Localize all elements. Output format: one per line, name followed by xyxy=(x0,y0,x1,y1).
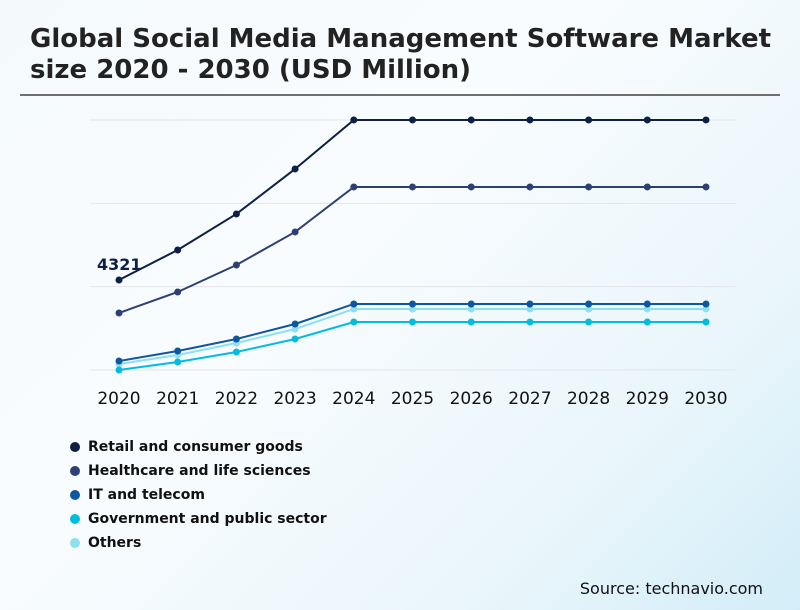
data-point xyxy=(350,183,358,191)
data-point xyxy=(702,116,710,124)
data-point xyxy=(643,183,651,191)
x-tick-label: 2020 xyxy=(97,389,140,409)
data-point xyxy=(174,246,182,254)
data-point xyxy=(526,305,534,313)
data-point xyxy=(115,276,123,284)
x-tick-label: 2027 xyxy=(508,389,551,409)
data-point xyxy=(350,305,358,313)
legend-marker-icon xyxy=(70,442,80,452)
data-point xyxy=(409,300,416,308)
x-tick-label: 2025 xyxy=(391,389,434,409)
data-point xyxy=(409,305,416,313)
data-point xyxy=(350,116,358,124)
x-tick-label: 2021 xyxy=(156,389,199,409)
data-point xyxy=(467,305,475,313)
data-point xyxy=(291,335,299,343)
data-point xyxy=(350,300,358,308)
data-point xyxy=(115,309,123,317)
data-point xyxy=(174,358,182,366)
legend-item: Government and public sector xyxy=(70,507,327,531)
data-point xyxy=(702,300,710,308)
legend: Retail and consumer goods Healthcare and … xyxy=(70,435,327,555)
data-point xyxy=(232,261,240,269)
data-point xyxy=(409,318,416,326)
x-tick-label: 2028 xyxy=(567,389,610,409)
data-point xyxy=(115,366,123,374)
data-point xyxy=(409,183,416,191)
x-tick-label: 2030 xyxy=(684,389,727,409)
data-point xyxy=(585,116,593,124)
title-divider xyxy=(20,94,780,96)
legend-marker-icon xyxy=(70,466,80,476)
data-point xyxy=(467,116,475,124)
data-point xyxy=(526,116,534,124)
data-point xyxy=(643,305,651,313)
data-point xyxy=(291,325,299,333)
data-label: 4321 xyxy=(97,255,142,274)
data-point xyxy=(526,300,534,308)
legend-item: Others xyxy=(70,531,327,555)
series-line-0 xyxy=(118,118,706,281)
data-point xyxy=(526,318,534,326)
data-point xyxy=(467,318,475,326)
data-point xyxy=(702,305,710,313)
data-point xyxy=(526,183,534,191)
data-point xyxy=(585,318,593,326)
data-point xyxy=(174,347,182,355)
chart-title: Global Social Media Management Software … xyxy=(30,24,772,85)
data-point xyxy=(643,116,651,124)
data-point xyxy=(291,228,299,236)
series-line-1 xyxy=(118,185,706,314)
legend-label: Healthcare and life sciences xyxy=(88,463,311,479)
data-point xyxy=(115,357,123,365)
legend-label: IT and telecom xyxy=(88,487,205,503)
data-point xyxy=(702,183,710,191)
source-note: Source: technavio.com xyxy=(579,579,763,598)
data-point xyxy=(467,300,475,308)
series-line-4 xyxy=(118,307,706,365)
legend-label: Retail and consumer goods xyxy=(88,439,303,455)
data-point xyxy=(232,210,240,218)
data-point xyxy=(702,318,710,326)
legend-label: Government and public sector xyxy=(88,511,327,527)
legend-item: Healthcare and life sciences xyxy=(70,459,327,483)
x-tick-label: 2022 xyxy=(215,389,258,409)
legend-label: Others xyxy=(88,535,142,551)
data-point xyxy=(643,300,651,308)
data-point xyxy=(467,183,475,191)
data-point xyxy=(350,318,358,326)
data-point xyxy=(291,320,299,328)
data-point xyxy=(232,335,240,343)
x-tick-label: 2024 xyxy=(332,389,375,409)
legend-marker-icon xyxy=(70,538,80,548)
legend-item: IT and telecom xyxy=(70,483,327,507)
data-point xyxy=(585,183,593,191)
x-tick-label: 2026 xyxy=(450,389,493,409)
series-line-2 xyxy=(118,302,706,362)
data-point xyxy=(643,318,651,326)
legend-marker-icon xyxy=(70,490,80,500)
data-point xyxy=(585,305,593,313)
legend-marker-icon xyxy=(70,514,80,524)
x-tick-label: 2029 xyxy=(626,389,669,409)
data-point xyxy=(232,348,240,356)
data-point xyxy=(585,300,593,308)
data-point xyxy=(409,116,416,124)
data-point xyxy=(291,165,299,173)
data-point xyxy=(174,288,182,296)
x-tick-label: 2023 xyxy=(273,389,316,409)
legend-item: Retail and consumer goods xyxy=(70,435,327,459)
